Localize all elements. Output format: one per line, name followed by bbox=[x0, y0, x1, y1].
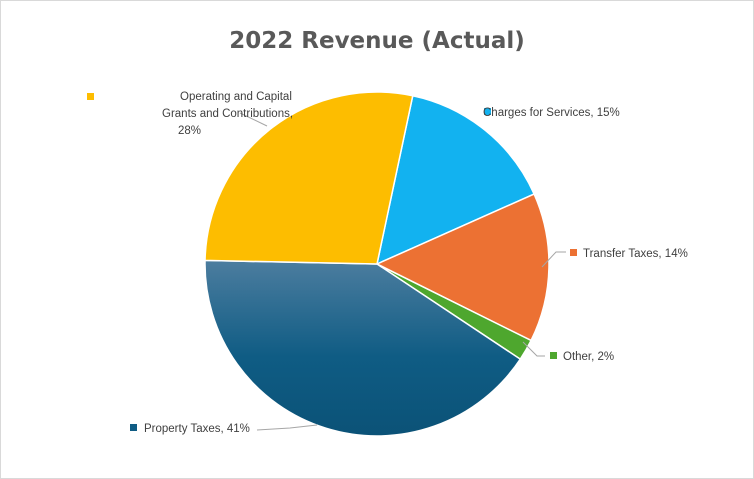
chart-title: 2022 Revenue (Actual) bbox=[229, 28, 525, 54]
data-label-charges-for-services: Charges for Services, 15% bbox=[483, 107, 620, 119]
data-label-operating-and-capital-grants-and-contributions: Grants and Contributions, bbox=[162, 108, 293, 120]
pie-slice-transfer-taxes bbox=[375, 193, 550, 342]
pie-slice-charges-for-services bbox=[375, 94, 536, 266]
label-marker-property-taxes bbox=[130, 424, 137, 431]
data-label-operating-and-capital-grants-and-contributions: 28% bbox=[178, 125, 201, 137]
label-marker-charges-for-services bbox=[484, 108, 491, 115]
data-label-other: Other, 2% bbox=[563, 351, 614, 363]
data-label-property-taxes: Property Taxes, 41% bbox=[144, 423, 250, 435]
pie-slice-property-taxes bbox=[204, 259, 522, 437]
leader-line-transfer-taxes bbox=[541, 251, 566, 268]
leader-line-operating-and-capital-grants-and-contributions bbox=[239, 112, 268, 127]
label-marker-operating-and-capital-grants-and-contributions bbox=[87, 93, 94, 100]
data-label-transfer-taxes: Transfer Taxes, 14% bbox=[583, 248, 688, 260]
label-marker-transfer-taxes bbox=[570, 249, 577, 256]
label-marker-other bbox=[550, 352, 557, 359]
data-label-operating-and-capital-grants-and-contributions: Operating and Capital bbox=[180, 91, 292, 103]
leader-line-property-taxes bbox=[256, 424, 318, 431]
leader-line-other bbox=[522, 341, 545, 357]
pie-slice-operating-and-capital-grants-and-contributions bbox=[204, 91, 414, 265]
